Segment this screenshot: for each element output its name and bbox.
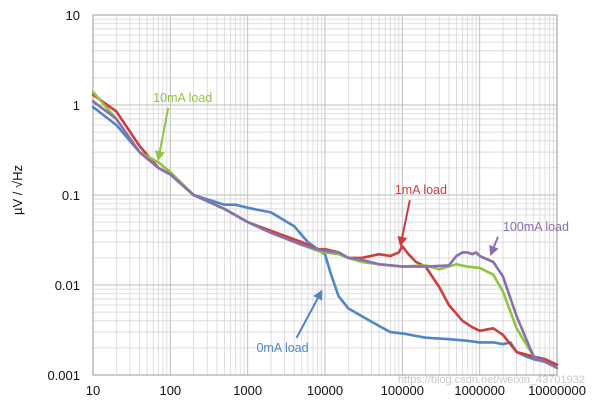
x-tick-label: 10: [86, 383, 100, 398]
y-tick-labels: 0.001 0.01 0.1 1 10: [47, 8, 80, 383]
annotation-label-1ma-load: 1mA load: [395, 183, 447, 197]
y-tick-label: 0.01: [55, 278, 80, 293]
y-tick-label: 0.001: [47, 368, 80, 383]
y-tick-label: 1: [73, 98, 80, 113]
x-tick-label: 1000: [233, 383, 262, 398]
annotation-arrow-0ma-load: [295, 289, 323, 339]
x-tick-label: 10000000: [528, 383, 586, 398]
watermark: https://blog.csdn.net/weixin_43701932: [398, 374, 585, 386]
y-tick-label: 10: [66, 8, 80, 23]
x-tick-label: 10000: [307, 383, 343, 398]
grid: [92, 15, 557, 376]
x-tick-label: 100000: [381, 383, 424, 398]
annotation-layer: 10mA load 1mA load 100mA load 0mA load: [153, 91, 569, 355]
series-line-100ma-load: [91, 100, 559, 370]
annotation-label-100ma-load: 100mA load: [503, 220, 569, 234]
x-tick-labels: 10 100 1000 10000 100000 1000000 10000000: [86, 383, 586, 398]
plot-border: [92, 14, 558, 376]
x-tick-label: 1000000: [454, 383, 505, 398]
annotation-label-10ma-load: 10mA load: [153, 91, 212, 105]
annotation-arrow-10ma-load: [154, 107, 170, 162]
annotation-arrow-100ma-load: [489, 236, 499, 257]
plot-frame: [92, 14, 558, 376]
y-axis-label: µV / √Hz: [10, 165, 25, 215]
x-tick-label: 100: [159, 383, 181, 398]
annotation-label-0ma-load: 0mA load: [256, 341, 308, 355]
y-tick-label: 0.1: [62, 188, 80, 203]
series-layer: [91, 90, 559, 370]
annotation-arrow-1ma-load: [397, 200, 411, 247]
